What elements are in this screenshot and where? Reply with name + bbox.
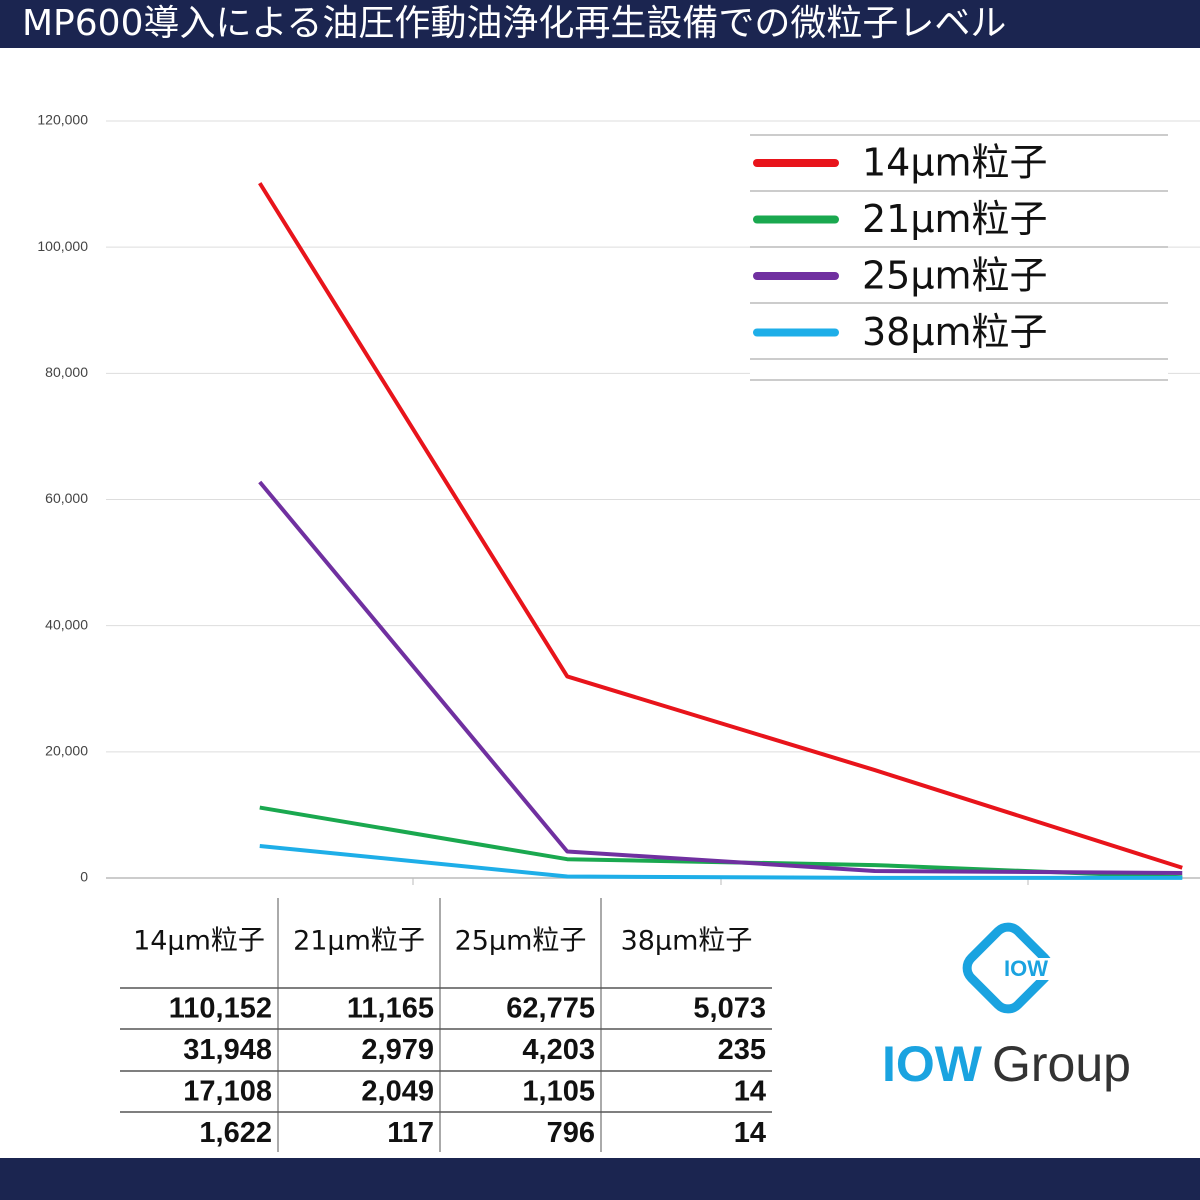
title-bar <box>0 0 1200 48</box>
legend-label: 14µm粒子 <box>862 141 1048 185</box>
table-cell: 31,948 <box>183 1034 272 1066</box>
table-cell: 5,073 <box>693 993 766 1025</box>
series-line <box>259 844 1183 880</box>
table-cell: 17,108 <box>183 1076 272 1108</box>
y-tick-label: 120,000 <box>37 112 88 128</box>
series-line <box>259 805 1183 880</box>
table-cell: 14 <box>734 1117 766 1149</box>
logo-icon-text: IOW <box>1004 956 1048 981</box>
table-cell: 11,165 <box>347 993 434 1025</box>
y-tick-label: 60,000 <box>45 490 88 506</box>
logo-icon <box>962 922 1054 1014</box>
table-cell: 796 <box>547 1117 595 1149</box>
table-cell: 2,049 <box>361 1076 434 1108</box>
table-cell: 62,775 <box>506 993 595 1025</box>
table-cell: 1,622 <box>199 1117 272 1149</box>
logo: IOW IOW Group <box>882 922 1131 1092</box>
data-table: 14µm粒子 110,152 31,948 17,108 1,622 21µm粒子 11,1… <box>120 898 772 1152</box>
legend-label: 21µm粒子 <box>862 197 1048 241</box>
table-cell: 117 <box>387 1117 434 1149</box>
series-line <box>258 480 1183 875</box>
table-cell: 235 <box>718 1034 766 1066</box>
logo-brand: IOW <box>882 1036 983 1092</box>
table-header: 25µm粒子 <box>455 926 587 957</box>
table-cell: 14 <box>734 1076 766 1108</box>
y-tick-label: 80,000 <box>45 364 88 380</box>
table-cell: 2,979 <box>361 1034 434 1066</box>
legend-label: 25µm粒子 <box>862 254 1048 298</box>
legend: 14µm粒子 21µm粒子 25µm粒子 38µm粒子 <box>750 134 1168 381</box>
table-cell: 110,152 <box>169 993 272 1025</box>
table-cell: 4,203 <box>522 1034 595 1066</box>
table-header: 21µm粒子 <box>293 926 425 957</box>
y-tick-label: 40,000 <box>45 616 88 632</box>
y-tick-label: 20,000 <box>45 743 88 759</box>
series-line <box>258 182 1183 870</box>
table-header: 38µm粒子 <box>621 926 753 957</box>
footer-bar <box>0 1158 1200 1200</box>
legend-label: 38µm粒子 <box>862 310 1048 354</box>
table-header: 14µm粒子 <box>133 926 265 957</box>
table-cell: 1,105 <box>522 1076 595 1108</box>
logo-icon-gap <box>1020 958 1060 980</box>
y-tick-label: 0 <box>80 869 88 885</box>
logo-word: Group <box>992 1036 1131 1092</box>
chart-title: MP600導入による油圧作動油浄化再生設備での微粒子レベル <box>22 3 1006 44</box>
plot <box>106 120 1200 885</box>
y-tick-label: 100,000 <box>37 238 88 254</box>
legend-box <box>750 135 1168 380</box>
